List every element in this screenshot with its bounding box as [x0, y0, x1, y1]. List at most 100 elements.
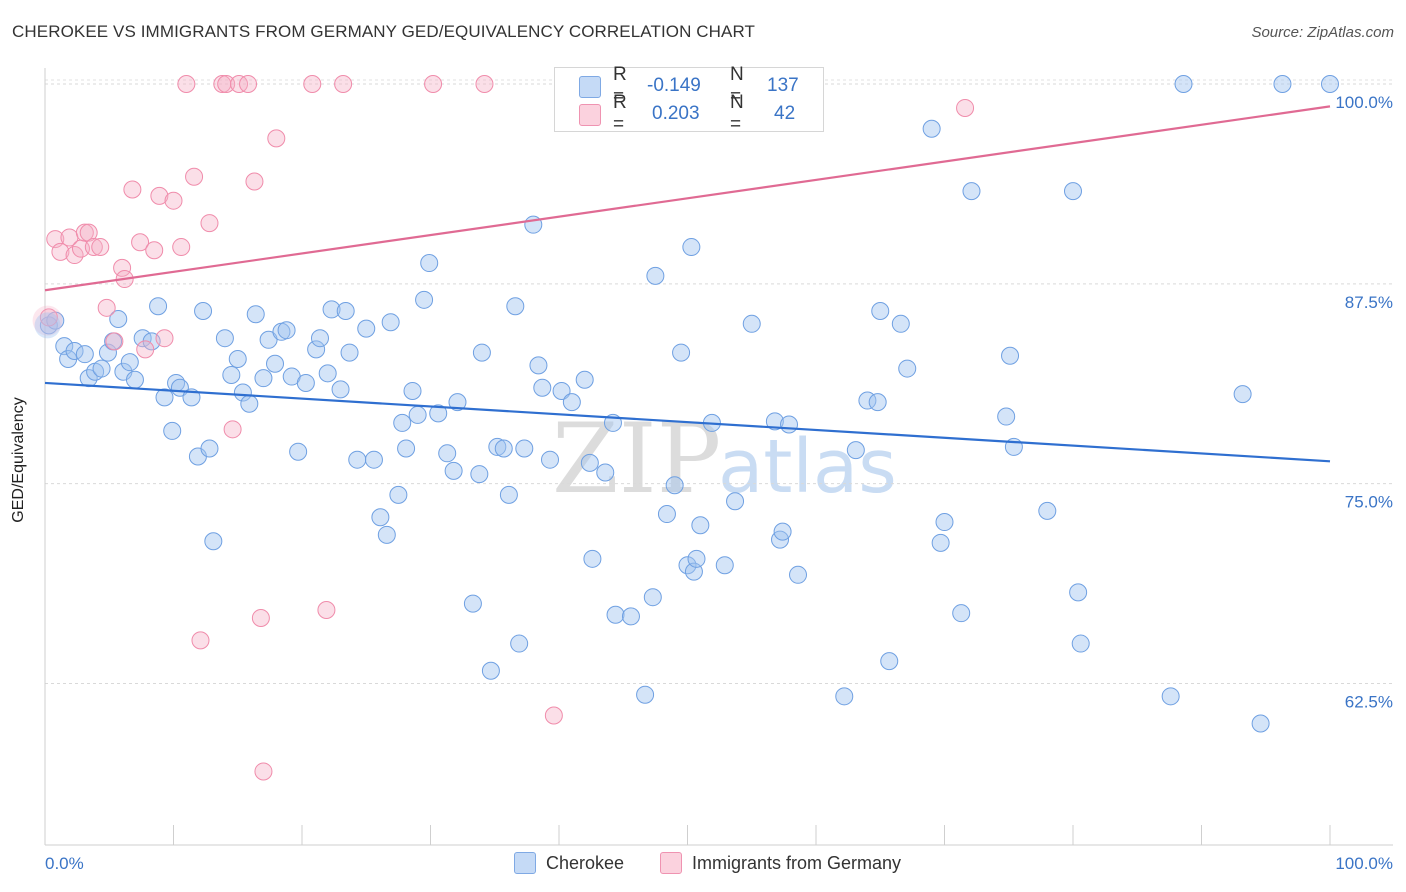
point-germany: [191, 631, 210, 650]
point-cherokee: [580, 453, 599, 472]
point-germany: [65, 246, 84, 265]
point-cherokee: [381, 313, 400, 332]
point-cherokee: [1251, 714, 1270, 733]
legend-item-germany[interactable]: Immigrants from Germany: [660, 852, 901, 874]
y-tick-label: 75.0%: [1345, 493, 1393, 512]
point-cherokee: [773, 522, 792, 541]
y-axis-title: GED/Equivalency: [10, 397, 27, 523]
point-cherokee: [499, 485, 518, 504]
point-cherokee: [891, 314, 910, 333]
point-germany: [39, 308, 58, 327]
point-cherokee: [835, 687, 854, 706]
point-cherokee: [880, 652, 899, 671]
point-cherokee: [962, 182, 981, 201]
point-cherokee: [780, 415, 799, 434]
legend-swatch-cherokee: [514, 852, 536, 874]
point-germany-cluster: [32, 305, 63, 336]
point-cherokee: [415, 290, 434, 309]
y-tick-label: 100.0%: [1335, 93, 1393, 112]
point-cherokee: [583, 549, 602, 568]
point-germany: [97, 298, 116, 317]
point-cherokee: [846, 441, 865, 460]
point-cherokee: [1321, 74, 1339, 93]
point-cherokee: [470, 465, 489, 484]
point-cherokee: [691, 516, 710, 535]
point-cherokee: [204, 532, 223, 551]
point-cherokee: [389, 485, 408, 504]
point-cherokee: [194, 302, 213, 321]
point-cherokee: [1001, 346, 1020, 365]
point-cherokee: [296, 373, 315, 392]
point-cherokee: [149, 297, 168, 316]
point-cherokee: [310, 329, 329, 348]
point-germany: [136, 340, 155, 359]
legend-item-cherokee[interactable]: Cherokee: [514, 852, 624, 874]
point-germany: [177, 74, 196, 93]
n-value: 42: [774, 103, 796, 124]
point-cherokee: [240, 394, 259, 413]
point-cherokee: [403, 381, 422, 400]
point-germany: [123, 180, 142, 199]
point-germany: [544, 706, 563, 725]
point-cherokee: [898, 359, 917, 378]
point-cherokee: [393, 413, 412, 432]
legend-label-cherokee: Cherokee: [546, 852, 625, 873]
point-cherokee: [515, 439, 534, 458]
point-cherokee: [789, 565, 808, 584]
point-germany: [303, 74, 322, 93]
r-value: 0.203: [652, 103, 700, 124]
point-cherokee: [472, 343, 491, 362]
data-points: [32, 74, 1339, 781]
point-cherokee: [510, 634, 529, 653]
point-cherokee: [606, 605, 625, 624]
legend: Cherokee Immigrants from Germany: [0, 852, 1406, 878]
point-cherokee: [596, 463, 615, 482]
point-cherokee: [155, 388, 174, 407]
point-cherokee: [1273, 74, 1292, 93]
point-cherokee: [665, 476, 684, 495]
point-cherokee: [1069, 583, 1088, 602]
r-label: R =: [613, 64, 627, 107]
point-cherokee: [444, 461, 463, 480]
point-cherokee: [331, 380, 350, 399]
trend-lines: [44, 105, 1331, 463]
point-cherokee: [871, 302, 890, 321]
point-cherokee: [200, 439, 219, 458]
point-germany: [113, 258, 132, 277]
gridlines: [45, 79, 1392, 685]
point-cherokee: [541, 450, 560, 469]
point-cherokee: [552, 381, 571, 400]
point-germany: [145, 241, 164, 260]
point-cherokee: [1064, 182, 1082, 201]
point-cherokee: [125, 370, 144, 389]
trend-line-cherokee: [44, 381, 1331, 463]
point-cherokee: [765, 412, 784, 431]
point-cherokee: [289, 442, 308, 461]
point-cherokee: [687, 549, 706, 568]
point-germany: [84, 238, 103, 257]
trend-line-germany: [44, 105, 1331, 292]
point-cherokee: [307, 340, 326, 359]
point-cherokee: [222, 365, 241, 384]
point-germany: [251, 608, 270, 627]
point-cherokee: [364, 450, 383, 469]
point-cherokee: [228, 349, 247, 368]
legend-swatch-germany: [660, 852, 682, 874]
n-value: 137: [767, 75, 799, 96]
point-germany: [317, 600, 336, 619]
point-cherokee: [922, 119, 941, 138]
point-germany: [334, 74, 353, 93]
point-cherokee: [429, 404, 448, 423]
point-cherokee: [215, 329, 234, 348]
point-cherokee: [92, 359, 111, 378]
point-cherokee: [109, 310, 128, 329]
point-cherokee: [931, 533, 950, 552]
point-germany: [150, 186, 169, 205]
point-cherokee: [529, 356, 548, 375]
point-cherokee: [636, 685, 655, 704]
stats-box: R = -0.149 N = 137 R = 0.203 N = 42: [554, 64, 824, 135]
point-cherokee: [266, 354, 285, 373]
r-value: -0.149: [647, 75, 701, 96]
germany-swatch: [579, 104, 601, 126]
